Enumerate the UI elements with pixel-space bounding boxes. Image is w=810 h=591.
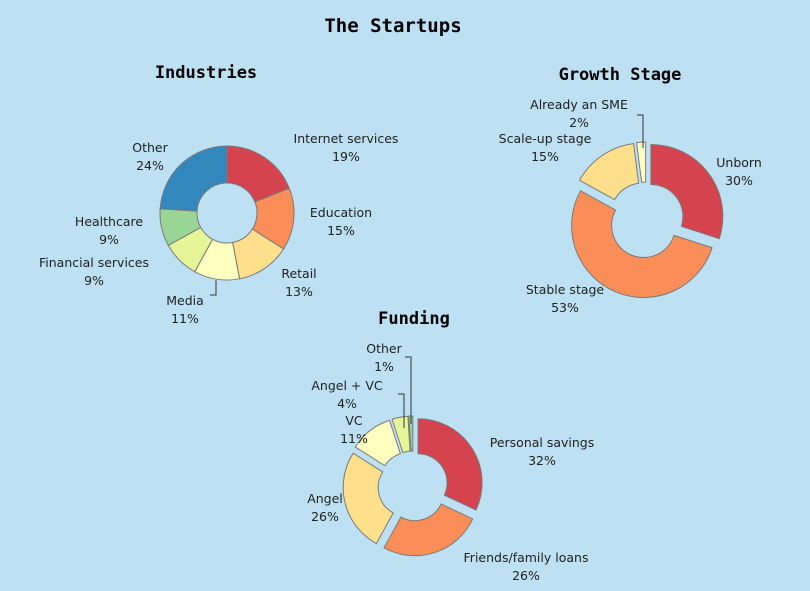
growth-stage-donut: Unborn 30% Stable stage 53% Scale-up stage 15…	[499, 97, 762, 315]
growth-stage-value-unborn: 30%	[725, 173, 753, 188]
industries-slice-other	[159, 145, 228, 212]
industries-label-financial-services: Financial services	[39, 255, 149, 270]
funding-value-friends-family-loans: 26%	[512, 568, 540, 583]
funding-slice-angel	[342, 452, 394, 545]
funding-title: Funding	[378, 309, 450, 329]
industries-label-other: Other	[132, 140, 168, 155]
funding-slice-angel-vc	[391, 415, 411, 454]
funding-value-personal-savings: 32%	[528, 453, 556, 468]
funding-label-other: Other	[366, 341, 402, 356]
growth-stage-value-already-an-sme: 2%	[569, 115, 589, 130]
funding-value-vc: 11%	[340, 431, 368, 446]
funding-label-angel-vc: Angel + VC	[311, 378, 383, 393]
funding-donut: Personal savings 32% Friends/family loans 2…	[307, 341, 594, 583]
industries-value-education: 15%	[327, 223, 355, 238]
growth-stage-title: Growth Stage	[559, 65, 682, 85]
industries-value-retail: 13%	[285, 284, 313, 299]
growth-stage-label-scale-up-stage: Scale-up stage	[499, 131, 592, 146]
funding-value-other: 1%	[374, 359, 394, 374]
growth-stage-slice-scale-up-stage	[578, 143, 640, 201]
funding-label-angel: Angel	[307, 491, 343, 506]
funding-label-friends-family-loans: Friends/family loans	[464, 550, 589, 565]
growth-stage-slice-unborn	[650, 143, 724, 240]
funding-slice-friends-family-loans	[383, 503, 474, 557]
growth-stage-value-stable-stage: 53%	[551, 300, 579, 315]
funding-label-vc: VC	[345, 413, 363, 428]
industries-label-healthcare: Healthcare	[75, 214, 143, 229]
page-title: The Startups	[324, 15, 461, 37]
growth-stage-leader-already-an-sme	[637, 114, 644, 148]
funding-slice-other	[408, 415, 414, 452]
industries-value-healthcare: 9%	[99, 232, 119, 247]
growth-stage-label-unborn: Unborn	[716, 155, 762, 170]
industries-label-internet-services: Internet services	[294, 131, 399, 146]
industries-value-media: 11%	[171, 311, 199, 326]
industries-value-internet-services: 19%	[332, 149, 360, 164]
growth-stage-slice-already-an-sme	[636, 141, 647, 183]
industries-label-education: Education	[310, 205, 372, 220]
growth-stage-slice-stable-stage	[571, 190, 713, 298]
growth-stage-label-already-an-sme: Already an SME	[530, 97, 628, 112]
funding-leader-angel-vc	[398, 393, 405, 428]
industries-title: Industries	[155, 63, 257, 83]
industries-value-financial-services: 9%	[84, 273, 104, 288]
growth-stage-label-stable-stage: Stable stage	[526, 282, 605, 297]
growth-stage-value-scale-up-stage: 15%	[531, 149, 559, 164]
funding-label-personal-savings: Personal savings	[490, 435, 595, 450]
industries-label-media: Media	[166, 293, 204, 308]
industries-donut: Internet services 19% Education 15% Retail 13…	[39, 131, 398, 326]
funding-slice-vc	[354, 419, 401, 467]
funding-slice-personal-savings	[417, 418, 483, 511]
industries-value-other: 24%	[136, 158, 164, 173]
industries-leader-media	[210, 280, 217, 296]
funding-value-angel-vc: 4%	[337, 396, 357, 411]
funding-leader-other	[405, 356, 412, 424]
industries-label-retail: Retail	[281, 266, 316, 281]
funding-value-angel: 26%	[311, 509, 339, 524]
